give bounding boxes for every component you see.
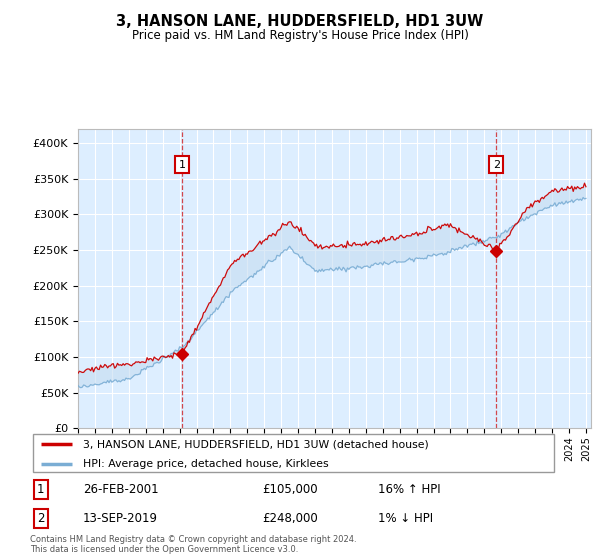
Text: 16% ↑ HPI: 16% ↑ HPI — [379, 483, 441, 496]
Text: Price paid vs. HM Land Registry's House Price Index (HPI): Price paid vs. HM Land Registry's House … — [131, 29, 469, 42]
Text: £105,000: £105,000 — [262, 483, 318, 496]
Text: HPI: Average price, detached house, Kirklees: HPI: Average price, detached house, Kirk… — [83, 459, 328, 469]
Text: 26-FEB-2001: 26-FEB-2001 — [83, 483, 158, 496]
Text: 3, HANSON LANE, HUDDERSFIELD, HD1 3UW (detached house): 3, HANSON LANE, HUDDERSFIELD, HD1 3UW (d… — [83, 439, 428, 449]
FancyBboxPatch shape — [32, 434, 554, 472]
Text: 2: 2 — [493, 160, 500, 170]
Text: 1: 1 — [179, 160, 185, 170]
Text: £248,000: £248,000 — [262, 512, 318, 525]
Text: 3, HANSON LANE, HUDDERSFIELD, HD1 3UW: 3, HANSON LANE, HUDDERSFIELD, HD1 3UW — [116, 14, 484, 29]
Text: 13-SEP-2019: 13-SEP-2019 — [83, 512, 158, 525]
Text: 1: 1 — [37, 483, 44, 496]
Text: 2: 2 — [37, 512, 44, 525]
Text: 1% ↓ HPI: 1% ↓ HPI — [379, 512, 434, 525]
Text: Contains HM Land Registry data © Crown copyright and database right 2024.
This d: Contains HM Land Registry data © Crown c… — [30, 535, 356, 554]
